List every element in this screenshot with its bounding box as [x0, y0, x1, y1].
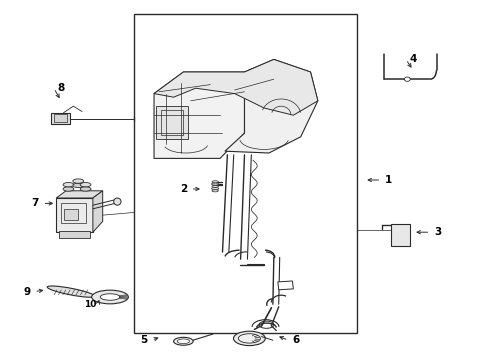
Text: 8: 8: [58, 83, 64, 93]
Ellipse shape: [92, 290, 128, 304]
Ellipse shape: [238, 334, 260, 343]
Ellipse shape: [212, 181, 218, 183]
Ellipse shape: [73, 183, 83, 188]
Polygon shape: [154, 72, 244, 158]
Ellipse shape: [233, 331, 264, 346]
Text: 5: 5: [141, 335, 147, 345]
Ellipse shape: [80, 183, 91, 187]
Text: 9: 9: [23, 287, 30, 297]
Polygon shape: [224, 59, 317, 153]
Text: 4: 4: [408, 54, 416, 64]
Ellipse shape: [211, 188, 219, 190]
Ellipse shape: [63, 183, 74, 187]
Ellipse shape: [211, 183, 219, 185]
Bar: [277, 281, 293, 290]
Ellipse shape: [63, 187, 74, 191]
Text: 6: 6: [292, 335, 299, 345]
Circle shape: [404, 77, 409, 81]
Bar: [161, 110, 183, 135]
Bar: [63, 209, 78, 220]
Polygon shape: [93, 191, 102, 232]
Bar: [134, 14, 356, 333]
Bar: [390, 224, 409, 246]
Text: 1: 1: [385, 175, 391, 185]
Ellipse shape: [80, 187, 91, 191]
Bar: [59, 231, 90, 238]
Ellipse shape: [212, 190, 218, 192]
Bar: [56, 198, 93, 232]
Ellipse shape: [47, 286, 94, 297]
Ellipse shape: [113, 198, 121, 205]
Bar: [156, 106, 188, 139]
Ellipse shape: [73, 179, 83, 183]
Text: 3: 3: [433, 227, 440, 237]
Bar: [54, 114, 67, 122]
Text: 10: 10: [84, 300, 97, 309]
Ellipse shape: [177, 339, 189, 343]
Polygon shape: [154, 59, 317, 115]
Text: 7: 7: [31, 198, 39, 208]
Ellipse shape: [100, 294, 120, 300]
Circle shape: [396, 228, 404, 233]
Bar: [61, 203, 85, 223]
Bar: [51, 113, 70, 124]
Text: 2: 2: [180, 184, 186, 194]
Ellipse shape: [173, 337, 193, 345]
Polygon shape: [56, 191, 102, 198]
Ellipse shape: [212, 185, 218, 188]
